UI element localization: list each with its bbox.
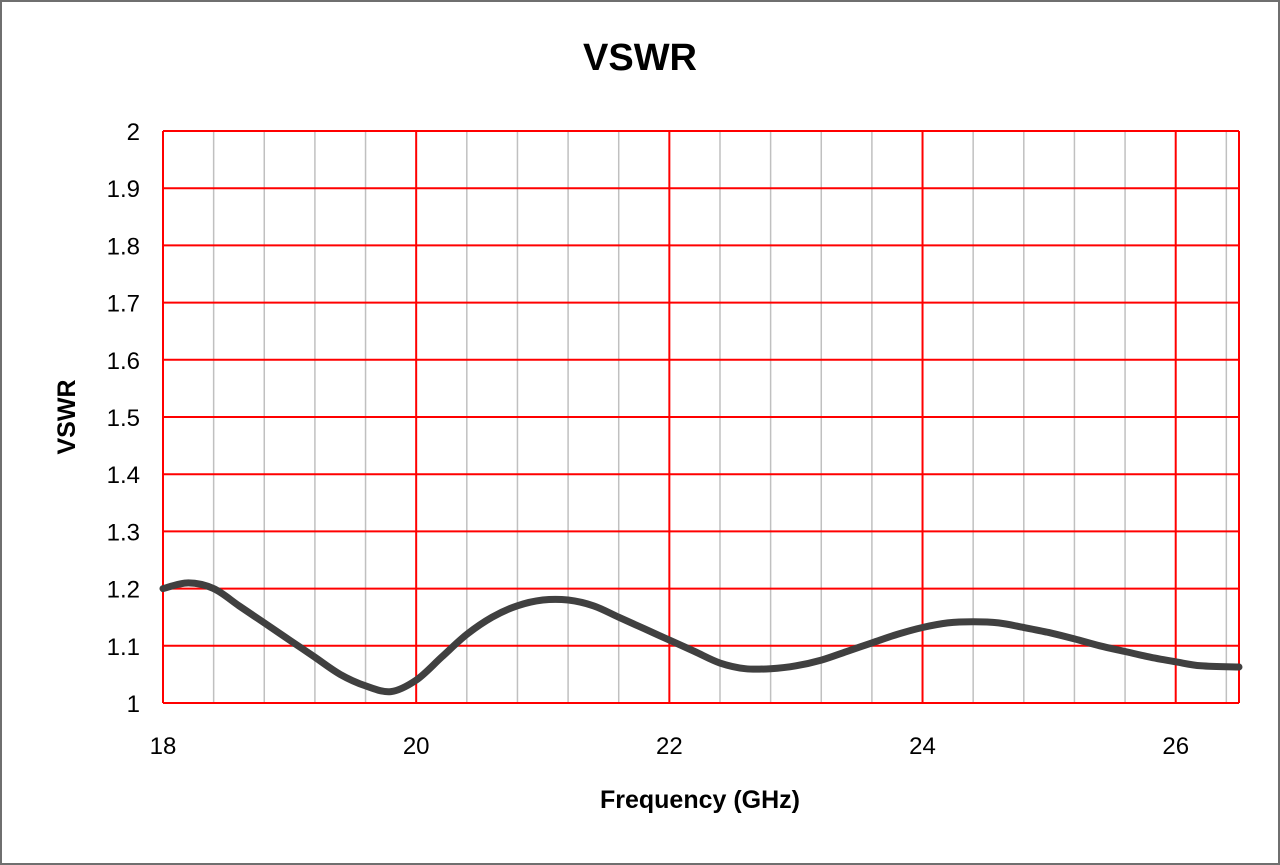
x-tick-label: 20 — [403, 733, 430, 760]
chart-title: VSWR — [583, 37, 697, 79]
x-axis-title: Frequency (GHz) — [600, 786, 800, 814]
y-tick-label: 1.1 — [107, 634, 140, 661]
x-tick-label: 24 — [909, 733, 936, 760]
y-tick-label: 1.3 — [107, 519, 140, 546]
x-tick-labels: 18 20 22 24 26 — [150, 733, 1189, 760]
y-tick-label: 1.9 — [107, 176, 140, 203]
y-tick-labels: 1 1.1 1.2 1.3 1.4 1.5 1.6 1.7 1.8 1.9 2 — [107, 119, 140, 718]
y-tick-label: 1.7 — [107, 291, 140, 318]
y-tick-label: 1.6 — [107, 348, 140, 375]
y-tick-label: 1.5 — [107, 405, 140, 432]
y-tick-label: 1 — [127, 691, 140, 718]
major-grid — [162, 130, 1240, 704]
series-layer — [159, 579, 1243, 696]
x-tick-label: 18 — [150, 733, 177, 760]
y-axis-title: VSWR — [53, 380, 81, 455]
vswr-series-line — [159, 579, 1243, 696]
y-tick-label: 1.4 — [107, 462, 140, 489]
x-tick-label: 26 — [1162, 733, 1189, 760]
y-tick-label: 2 — [127, 119, 140, 146]
y-tick-label: 1.8 — [107, 233, 140, 260]
x-tick-label: 22 — [656, 733, 683, 760]
y-tick-label: 1.2 — [107, 577, 140, 604]
